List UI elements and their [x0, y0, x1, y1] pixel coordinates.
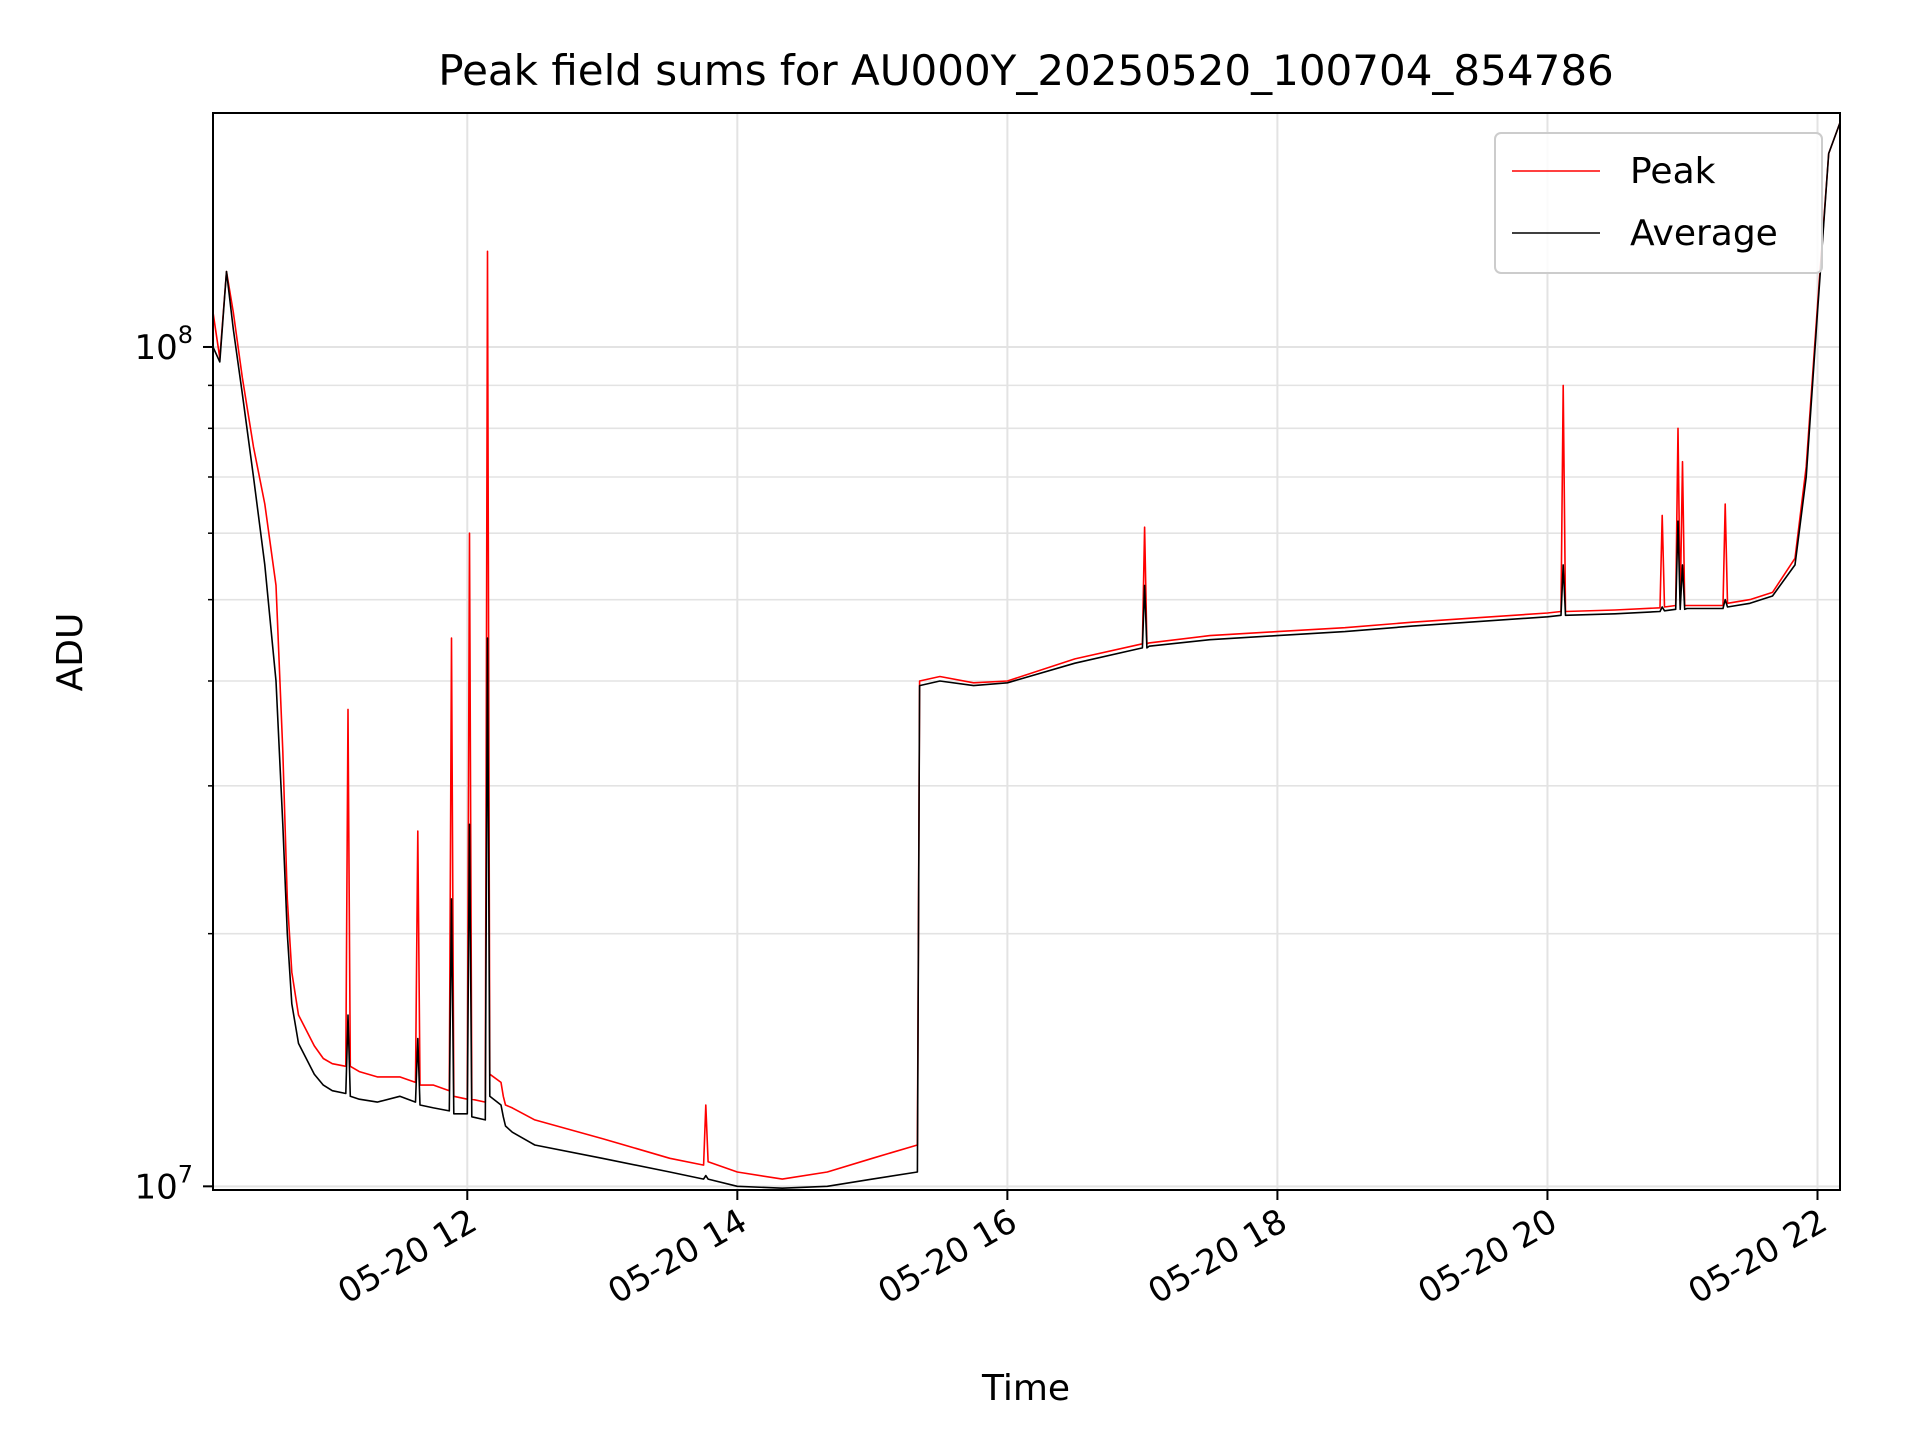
legend: Peak Average: [1494, 132, 1823, 274]
y-tick-label: 108: [134, 321, 193, 368]
grid: [213, 113, 1840, 1190]
legend-box: [1494, 132, 1823, 274]
series-line-average: [212, 122, 1841, 1189]
plot-lines: [212, 122, 1841, 1189]
y-axis-label: ADU: [50, 613, 91, 692]
y-axis: 107 108: [134, 321, 213, 1207]
x-axis-label: Time: [981, 1368, 1070, 1409]
legend-label-average: Average: [1630, 213, 1778, 254]
chart-title: Peak field sums for AU000Y_20250520_1007…: [438, 46, 1614, 95]
series-line-peak: [212, 122, 1841, 1180]
legend-label-peak: Peak: [1630, 151, 1716, 192]
y-tick-label: 107: [134, 1160, 193, 1207]
plot-frame: [212, 112, 1841, 1191]
